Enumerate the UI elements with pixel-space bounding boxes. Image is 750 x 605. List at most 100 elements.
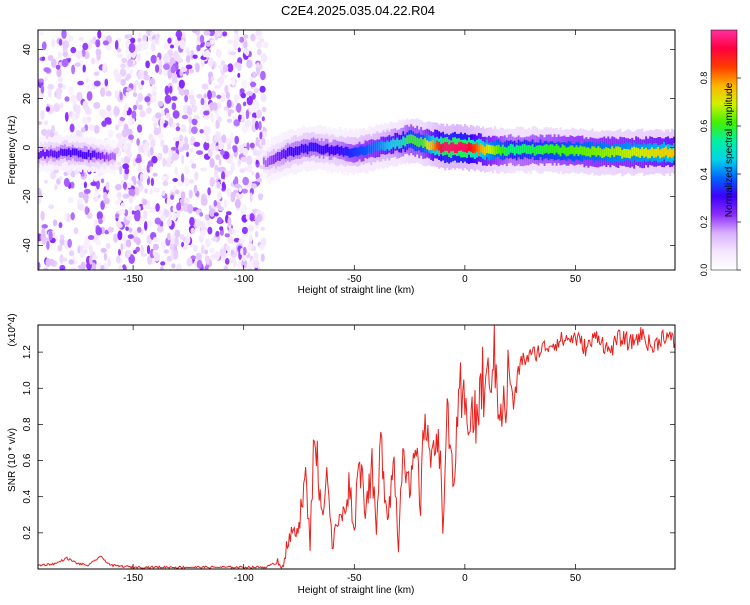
spectrogram-noise-cell	[256, 209, 262, 215]
spectrogram-noise-cell	[181, 241, 185, 248]
spectrogram-noise-cell	[151, 85, 158, 91]
spectrogram-noise-cell	[251, 171, 255, 176]
spectrogram-ridge-cell	[398, 139, 401, 149]
spectrogram-noise-cell	[233, 189, 239, 194]
spectrogram-noise-cell	[47, 83, 55, 90]
spectrogram-noise-cell	[97, 30, 102, 39]
spectrogram-ridge-cell	[63, 148, 67, 156]
spectrogram-noise-cell	[186, 203, 194, 214]
spectrogram-noise-cell	[78, 191, 84, 199]
spectrogram-ridge-cell	[541, 145, 544, 155]
spectrogram-noise-cell	[245, 109, 250, 120]
spectrogram-noise-cell	[168, 117, 174, 126]
spectrogram-noise-cell	[259, 85, 266, 93]
spectrogram-noise-cell	[239, 88, 245, 93]
spectrogram-noise-cell	[131, 110, 137, 120]
spectrogram-ridge-cell	[647, 149, 650, 159]
spectrogram-noise-cell	[160, 261, 166, 266]
spectrogram-noise-cell	[193, 184, 198, 194]
spectrogram-noise-cell	[190, 255, 197, 260]
spectrogram-noise-cell	[122, 109, 127, 119]
spectrogram-ridge-cell	[304, 143, 307, 153]
spectrogram-noise-cell	[83, 188, 91, 195]
spectrogram-noise-cell	[144, 221, 148, 231]
spectrogram-noise-cell	[63, 177, 70, 187]
spectrogram-ridge-cell	[404, 137, 407, 147]
spectrogram-ridge-cell	[557, 145, 560, 155]
spectrogram-noise-cell	[253, 88, 260, 94]
spectrogram-ridge-cell	[623, 148, 626, 158]
spectrogram-noise-cell	[84, 206, 89, 216]
snr-series-line	[38, 325, 675, 569]
spectrogram-noise-cell	[188, 179, 195, 184]
spectrogram-noise-cell	[182, 245, 189, 250]
spectrogram-noise-cell	[69, 181, 75, 189]
spectrogram-noise-cell	[93, 71, 100, 76]
spectrogram-noise-cell	[174, 53, 181, 62]
spectrogram-ridge-cell	[599, 147, 602, 157]
spectrogram-noise-cell	[171, 96, 178, 101]
spectrogram-noise-cell	[65, 213, 72, 223]
spectrogram-ridge-cell	[91, 150, 94, 158]
spectrogram-noise-cell	[136, 226, 142, 233]
spectrogram-noise-cell	[84, 196, 89, 204]
spectrogram-ridge-cell	[567, 146, 570, 156]
spectrogram-noise-cell	[51, 125, 55, 133]
spectrogram-ridge-cell	[69, 150, 73, 157]
spectrogram-ridge-cell	[79, 150, 82, 158]
spectrogram-noise-cell	[215, 112, 220, 119]
spectrogram-noise-cell	[124, 34, 129, 39]
snr-y-scale-label: (x10^4)	[7, 313, 18, 346]
spectrogram-noise-cell	[180, 124, 187, 133]
spectrogram-noise-cell	[195, 62, 200, 73]
spectrogram-noise-cell	[168, 212, 173, 221]
spectrogram-ridge-cell	[585, 147, 588, 157]
spectrogram-ridge-cell	[659, 149, 662, 159]
spectrogram-noise-cell	[237, 47, 241, 53]
spectrogram-y-tick-label: 20	[22, 93, 33, 105]
colorbar-tick-label: 0.0	[699, 264, 709, 277]
spectrogram-noise-cell	[200, 167, 207, 172]
spectrogram-noise-cell	[103, 252, 108, 261]
spectrogram-noise-cell	[181, 154, 185, 165]
spectrogram-noise-cell	[118, 208, 126, 215]
spectrogram-ridge-cell	[555, 143, 558, 153]
spectrogram-noise-cell	[105, 90, 112, 97]
spectrogram-noise-cell	[238, 144, 245, 154]
spectrogram-ridge-cell	[105, 152, 108, 160]
spectrogram-ridge-cell	[40, 151, 43, 158]
spectrogram-ridge-cell	[418, 138, 421, 148]
spectrogram-noise-cell	[106, 119, 112, 125]
spectrogram-noise-cell	[215, 49, 222, 58]
spectrogram-noise-cell	[247, 224, 255, 232]
spectrogram-noise-cell	[132, 82, 137, 93]
spectrogram-ridge-cell	[499, 146, 502, 156]
spectrogram-noise-cell	[135, 246, 140, 252]
spectrogram-noise-cell	[59, 234, 65, 240]
spectrogram-ridge-cell	[472, 144, 475, 154]
spectrogram-noise-cell	[202, 51, 207, 58]
spectrogram-noise-cell	[172, 110, 180, 119]
spectrogram-noise-cell	[114, 200, 120, 205]
spectrogram-noise-cell	[74, 62, 81, 67]
spectrogram-ridge-cell	[262, 157, 266, 165]
spectrogram-ridge-cell	[322, 145, 325, 155]
spectrogram-noise-cell	[113, 106, 120, 116]
spectrogram-noise-cell	[223, 265, 229, 270]
spectrogram-ridge-cell	[452, 142, 455, 152]
spectrogram-noise-cell	[250, 183, 257, 189]
spectrogram-noise-cell	[152, 91, 157, 96]
spectrogram-ridge-cell	[372, 143, 375, 152]
spectrogram-ridge-cell	[42, 149, 45, 157]
spectrogram-noise-cell	[255, 30, 263, 37]
spectrogram-ridge-cell	[436, 140, 439, 150]
spectrogram-noise-cell	[149, 187, 153, 195]
spectrogram-ridge-cell	[362, 146, 365, 156]
spectrogram-ridge-cell	[274, 153, 278, 163]
spectrogram-noise-cell	[153, 251, 160, 262]
spectrogram-noise-cell	[58, 39, 63, 46]
spectrogram-noise-cell	[137, 92, 143, 103]
spectrogram-ridge-cell	[583, 146, 586, 156]
spectrogram-noise-cell	[184, 165, 190, 176]
